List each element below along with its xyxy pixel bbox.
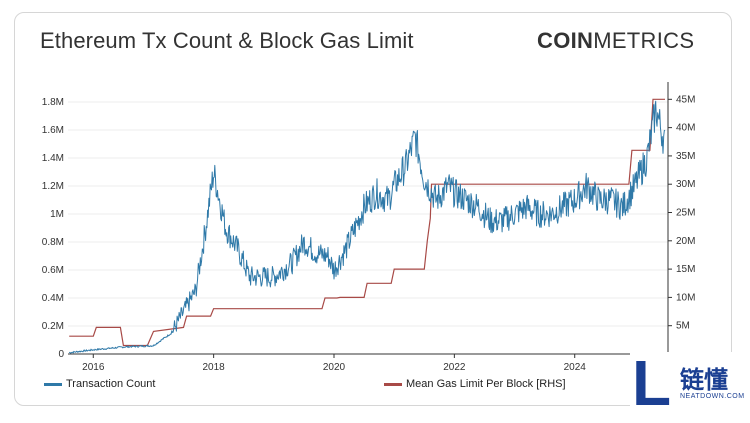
y-right-tick-label: 45M [676, 94, 695, 105]
watermark-en: NEATDOWN.COM [680, 393, 745, 400]
series-line-gas-limit [69, 98, 665, 347]
x-tick-label: 2016 [82, 362, 105, 373]
y-left-tick-label: 0.4M [42, 293, 64, 304]
logo-bold: COIN [537, 28, 594, 53]
x-tick-label: 2024 [564, 362, 587, 373]
y-left-tick-label: 1M [50, 209, 64, 220]
coinmetrics-logo: COINMETRICS [537, 28, 694, 54]
chart-title: Ethereum Tx Count & Block Gas Limit [40, 28, 414, 53]
chart-card [14, 12, 732, 406]
x-tick-label: 2022 [443, 362, 466, 373]
y-left-tick-label: 1.2M [42, 181, 64, 192]
legend-label-tx: Transaction Count [66, 378, 156, 390]
y-right-tick-label: 20M [676, 236, 695, 247]
y-left-tick-label: 1.6M [42, 125, 64, 136]
y-left-tick-label: 0.6M [42, 265, 64, 276]
legend-swatch-tx [44, 382, 62, 386]
watermark-letter: L [632, 347, 672, 419]
y-right-tick-label: 40M [676, 123, 695, 134]
y-right-tick-label: 15M [676, 264, 695, 275]
y-right-tick-label: 35M [676, 151, 695, 162]
series-line-transaction-count [69, 100, 666, 354]
y-left-tick-label: 0.2M [42, 321, 64, 332]
watermark-cn: 链懂 [680, 367, 728, 394]
x-tick-label: 2020 [323, 362, 346, 373]
y-left-tick-label: 1.8M [42, 97, 64, 108]
legend-gas-limit: Mean Gas Limit Per Block [RHS] [384, 378, 566, 390]
y-left-tick-label: 0 [58, 349, 64, 360]
y-right-tick-label: 5M [676, 321, 690, 332]
legend-swatch-gas [384, 382, 402, 386]
legend-transaction-count: Transaction Count [44, 378, 155, 390]
y-left-tick-label: 1.4M [42, 153, 64, 164]
y-right-tick-label: 10M [676, 292, 695, 303]
legend-label-gas: Mean Gas Limit Per Block [RHS] [406, 378, 566, 390]
x-tick-label: 2018 [203, 362, 226, 373]
y-right-tick-label: 25M [676, 208, 695, 219]
y-left-tick-label: 0.8M [42, 237, 64, 248]
logo-regular: METRICS [593, 28, 695, 53]
watermark-badge: L 链懂 NEATDOWN.COM [630, 347, 748, 419]
y-right-tick-label: 30M [676, 179, 695, 190]
